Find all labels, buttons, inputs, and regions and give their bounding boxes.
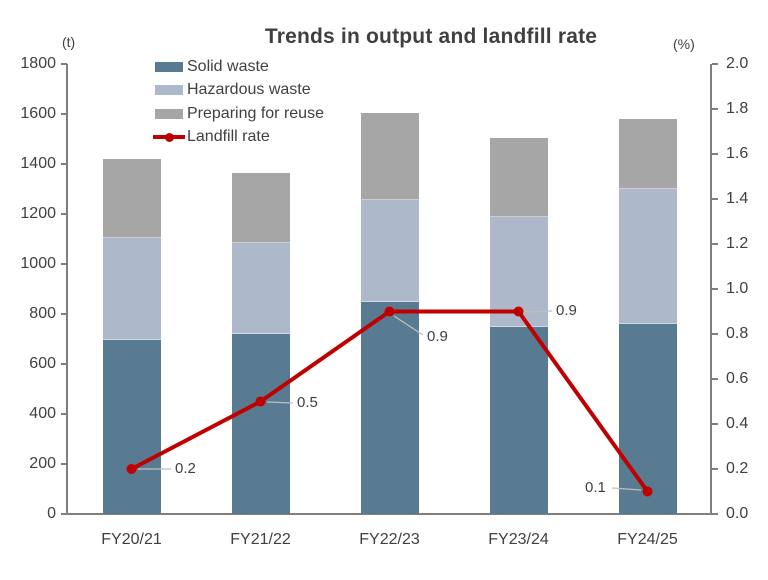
chart-title: Trends in output and landfill rate [264, 25, 598, 48]
left-axis-unit-label: (t) [62, 34, 76, 50]
right-axis-unit-label: (%) [673, 36, 695, 52]
right-axis-tick [712, 63, 718, 65]
x-category-label: FY21/22 [230, 531, 291, 548]
legend-line-marker-landfill-rate [164, 132, 174, 142]
right-axis-tick-label: 1.4 [726, 190, 749, 207]
line-point-label: 0.5 [297, 394, 318, 411]
bar-segment-preparing-for-reuse [618, 119, 677, 189]
right-axis-line [710, 64, 712, 514]
left-axis-tick-label: 0 [47, 505, 56, 522]
right-axis-tick [712, 333, 718, 335]
legend-label-landfill-rate: Landfill rate [187, 128, 270, 145]
left-axis-tick-label: 1400 [20, 155, 56, 172]
right-axis-tick-label: 0.8 [726, 325, 749, 342]
legend-label-solid-waste: Solid waste [187, 57, 269, 75]
line-point-label: 0.9 [556, 302, 577, 319]
bar-segment-hazardous-waste [231, 242, 290, 334]
legend-swatch-solid-waste [155, 61, 183, 72]
left-axis-tick [61, 363, 67, 365]
bar-segment-hazardous-waste [360, 200, 419, 302]
x-category-label: FY22/23 [359, 531, 420, 548]
bar-segment-hazardous-waste [102, 237, 161, 341]
right-axis-tick [712, 468, 718, 470]
left-axis-tick [61, 513, 67, 515]
right-axis-tick-label: 1.6 [726, 145, 749, 162]
bar-segment-preparing-for-reuse [102, 159, 161, 238]
line-point-label: 0.2 [175, 460, 196, 477]
left-axis-tick-label: 1000 [20, 255, 56, 272]
line-point-label: 0.1 [585, 479, 606, 496]
x-category-label: FY20/21 [101, 531, 162, 548]
right-axis-tick-label: 0.4 [726, 415, 749, 432]
left-axis-tick-label: 600 [29, 355, 56, 372]
left-axis-line [66, 64, 68, 514]
legend-label-preparing-for-reuse: Preparing for reuse [187, 104, 324, 122]
line-point-label: 0.9 [427, 328, 448, 345]
bar-segment-hazardous-waste [618, 189, 677, 324]
right-axis-tick [712, 153, 718, 155]
right-axis-tick [712, 198, 718, 200]
right-axis-tick-label: 1.0 [726, 280, 749, 297]
left-axis-tick-label: 800 [29, 305, 56, 322]
bar-segment-hazardous-waste [489, 216, 548, 327]
bar-segment-solid-waste [360, 301, 419, 514]
left-axis-tick [61, 63, 67, 65]
left-axis-tick [61, 313, 67, 315]
bar-segment-solid-waste [102, 340, 161, 514]
right-axis-tick [712, 243, 718, 245]
legend-swatch-preparing-for-reuse [155, 108, 183, 119]
left-axis-tick-label: 1200 [20, 205, 56, 222]
bar-segment-preparing-for-reuse [489, 137, 548, 217]
x-axis-line [61, 513, 718, 515]
left-axis-tick-label: 1600 [20, 105, 56, 122]
right-axis-tick-label: 0.0 [726, 505, 749, 522]
left-axis-tick [61, 113, 67, 115]
right-axis-tick-label: 0.6 [726, 370, 749, 387]
left-axis-tick [61, 213, 67, 215]
right-axis-tick [712, 513, 718, 515]
bar-segment-solid-waste [618, 324, 677, 514]
left-axis-tick-label: 400 [29, 405, 56, 422]
right-axis-tick [712, 423, 718, 425]
left-axis-tick [61, 463, 67, 465]
left-axis-tick [61, 413, 67, 415]
right-axis-tick-label: 2.0 [726, 55, 749, 72]
left-axis-tick-label: 200 [29, 455, 56, 472]
bar-segment-solid-waste [231, 334, 290, 514]
bar-segment-solid-waste [489, 326, 548, 514]
right-axis-tick [712, 378, 718, 380]
bar-segment-preparing-for-reuse [360, 112, 419, 201]
right-axis-tick-label: 1.2 [726, 235, 749, 252]
x-category-label: FY24/25 [617, 531, 678, 548]
bar-segment-preparing-for-reuse [231, 172, 290, 243]
x-category-label: FY23/24 [488, 531, 549, 548]
right-axis-tick [712, 108, 718, 110]
right-axis-tick-label: 1.8 [726, 100, 749, 117]
right-axis-tick-label: 0.2 [726, 460, 749, 477]
legend-label-hazardous-waste: Hazardous waste [187, 81, 311, 98]
legend-swatch-hazardous-waste [155, 85, 183, 95]
left-axis-tick-label: 1800 [20, 55, 56, 72]
right-axis-tick [712, 288, 718, 290]
left-axis-tick [61, 163, 67, 165]
left-axis-tick [61, 263, 67, 265]
